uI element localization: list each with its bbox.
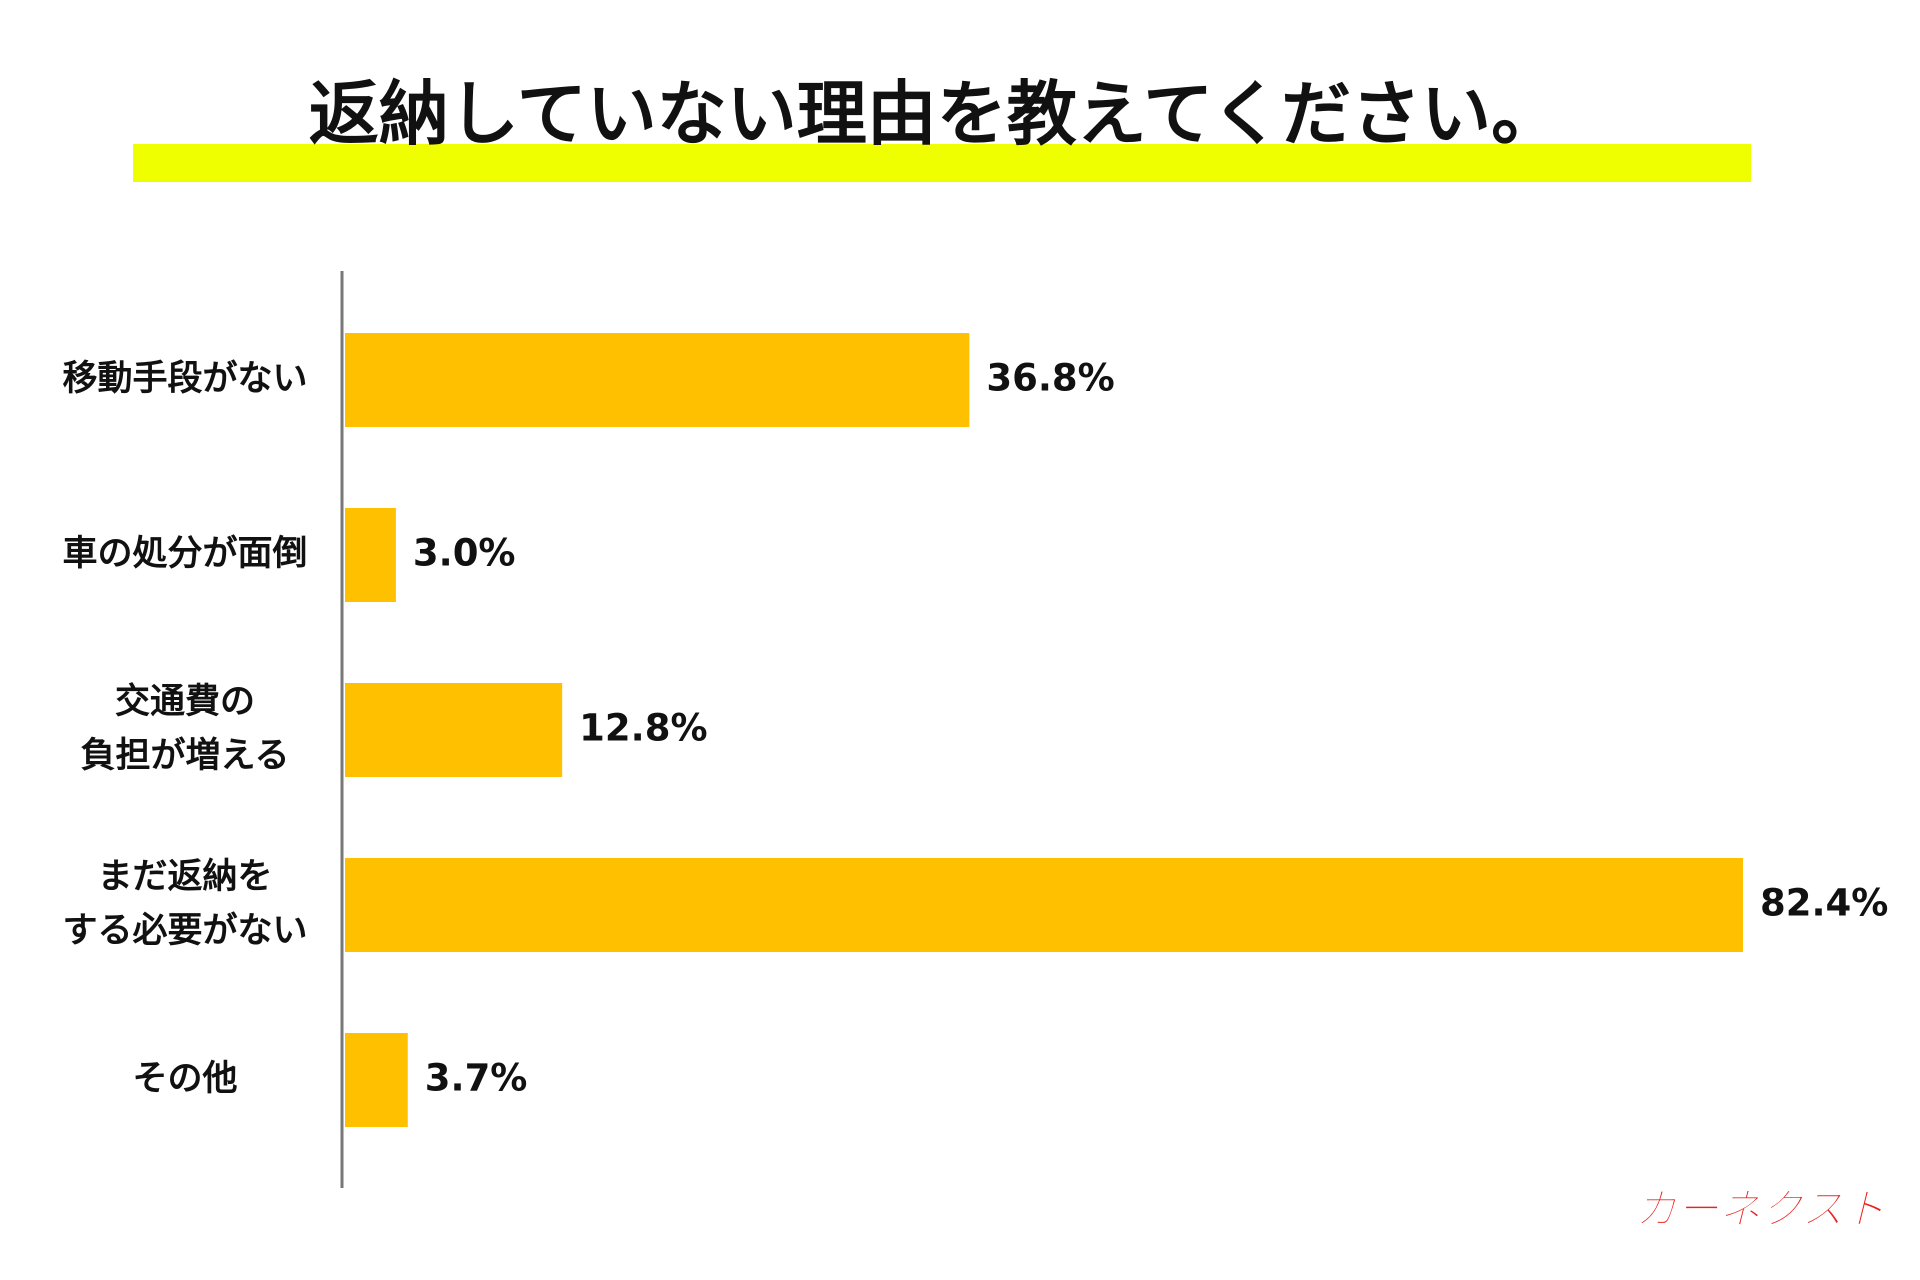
value-label: 12.8%	[579, 707, 707, 750]
title-highlight	[133, 144, 1751, 182]
chart-title: 返納していない理由を教えてください。	[309, 73, 1561, 155]
value-label: 82.4%	[1760, 882, 1888, 925]
y-tick-label: その他	[132, 1059, 237, 1099]
bar	[345, 333, 970, 427]
y-tick-label: 交通費の	[115, 681, 255, 722]
value-label: 3.0%	[413, 532, 516, 575]
bar	[345, 508, 396, 602]
logo: カーネクスト	[1635, 1185, 1886, 1234]
y-tick-label: まだ返納を	[97, 857, 272, 897]
value-label: 36.8%	[986, 357, 1114, 400]
value-label: 3.7%	[425, 1057, 528, 1100]
bar	[345, 683, 563, 777]
y-tick-label: 負担が増える	[81, 736, 290, 776]
y-tick-label: 車の処分が面倒	[62, 534, 307, 574]
y-tick-label: する必要がない	[62, 911, 307, 951]
bar	[345, 858, 1743, 952]
y-tick-label: 移動手段がない	[62, 358, 307, 399]
bar	[345, 1033, 408, 1127]
